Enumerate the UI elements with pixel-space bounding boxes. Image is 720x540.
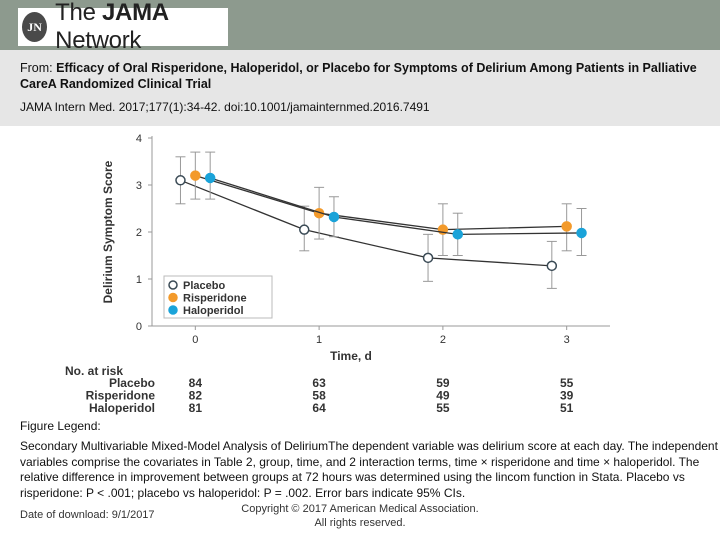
legend-frame	[163, 275, 273, 319]
series-line	[209, 177, 582, 236]
legend-entry: Placebo	[183, 280, 225, 292]
y-tick-label: 2	[136, 227, 142, 239]
legend-entry: Haloperidol	[183, 305, 244, 317]
data-point	[190, 170, 201, 181]
legend-marker	[168, 280, 178, 290]
series-haloperidol	[204, 151, 587, 256]
at-risk-value: 82	[189, 389, 203, 403]
article-title: Efficacy of Oral Risperidone, Haloperido…	[20, 61, 697, 91]
data-point	[546, 260, 558, 272]
at-risk-value: 55	[560, 376, 574, 390]
from-label: From:	[20, 61, 57, 75]
jn-logo-badge: JN	[22, 12, 48, 42]
article-header-box	[0, 50, 720, 126]
data-point	[576, 227, 587, 239]
data-point	[561, 221, 572, 232]
x-tick-label: 0	[192, 334, 198, 346]
x-tick-label: 1	[316, 334, 322, 346]
series-placebo	[175, 156, 558, 289]
copyright-line2: All rights reserved.	[314, 517, 406, 529]
legend-entry: Risperidone	[183, 293, 247, 305]
download-date: Date of download: 9/1/2017	[20, 509, 155, 521]
x-tick-label: 2	[440, 334, 446, 346]
at-risk-value: 81	[189, 401, 203, 415]
at-risk-value: 64	[312, 401, 326, 415]
copyright: Copyright © 2017 American Medical Associ…	[200, 502, 520, 530]
data-point	[452, 229, 463, 240]
logo-text-bold: JAMA	[102, 0, 169, 26]
data-point	[175, 175, 186, 186]
at-risk-row-label: Haloperidol	[89, 401, 155, 415]
at-risk-value: 51	[560, 401, 574, 415]
y-tick-label: 4	[136, 133, 142, 145]
figure-caption: Secondary Multivariable Mixed-Model Anal…	[20, 439, 718, 500]
data-point	[204, 172, 216, 184]
y-tick-label: 1	[136, 274, 142, 286]
data-point	[299, 224, 310, 235]
at-risk-value: 55	[436, 401, 450, 415]
at-risk-value: 63	[312, 376, 326, 390]
data-point	[328, 211, 340, 223]
delirium-chart: 0 1 2 3 4 0 1 2 3 Time, d Delirium Symptom Score P…	[65, 133, 610, 415]
series-risperidone	[190, 151, 572, 256]
citation: JAMA Intern Med. 2017;177(1):34-42. doi:…	[20, 100, 430, 114]
logo-text-post: Network	[55, 27, 142, 54]
x-axis-label: Time, d	[330, 349, 372, 363]
y-tick-label: 3	[136, 180, 142, 192]
copyright-line1: Copyright © 2017 American Medical Associ…	[241, 503, 479, 515]
at-risk-value: 49	[436, 389, 450, 403]
at-risk-row-label: Placebo	[109, 376, 155, 390]
at-risk-value: 59	[436, 376, 450, 390]
at-risk-value: 84	[189, 376, 203, 390]
article-title-block: From: Efficacy of Oral Risperidone, Halo…	[20, 60, 700, 92]
x-tick-label: 3	[564, 334, 570, 346]
figure-legend-label: Figure Legend:	[20, 419, 101, 433]
logo-text-pre: The	[55, 0, 102, 26]
at-risk-title: No. at risk	[65, 364, 123, 378]
top-banner: JN The JAMA Network	[0, 0, 720, 54]
y-axis-label: Delirium Symptom Score	[101, 160, 115, 303]
at-risk-row-label: Risperidone	[86, 389, 156, 403]
logo-wordmark: The JAMA Network	[55, 0, 228, 55]
at-risk-value: 39	[560, 389, 574, 403]
series-line	[180, 179, 552, 267]
legend-marker	[168, 292, 178, 303]
data-point	[422, 252, 434, 264]
series-line	[195, 174, 567, 231]
at-risk-value: 58	[312, 389, 326, 403]
legend-marker	[168, 305, 178, 315]
jama-network-logo[interactable]: JN The JAMA Network	[18, 0, 228, 54]
y-tick-label: 0	[136, 321, 142, 333]
